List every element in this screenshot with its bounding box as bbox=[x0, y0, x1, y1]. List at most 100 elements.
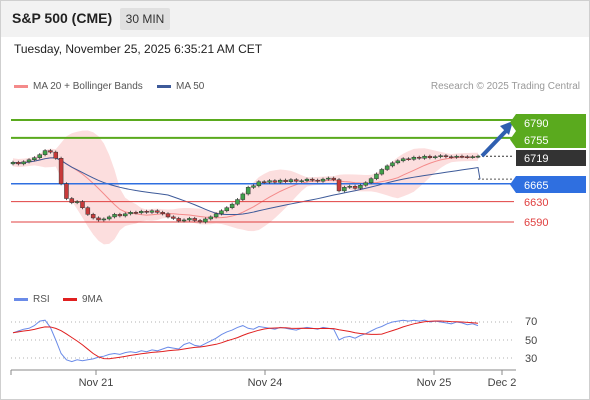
candle bbox=[69, 197, 75, 205]
candle bbox=[74, 200, 80, 205]
candle bbox=[139, 209, 144, 215]
candle-body bbox=[465, 156, 470, 158]
forecast-arrow bbox=[480, 121, 513, 158]
candle bbox=[315, 178, 320, 183]
candle-body bbox=[171, 216, 176, 219]
ma20-swatch bbox=[14, 84, 28, 88]
candle bbox=[96, 216, 101, 222]
candle bbox=[229, 202, 235, 210]
candle-body bbox=[245, 187, 251, 195]
candle-body bbox=[251, 185, 256, 188]
candle-body bbox=[80, 201, 85, 208]
candle-body bbox=[443, 155, 449, 157]
candle bbox=[320, 177, 326, 183]
candle bbox=[459, 154, 465, 159]
candle-body bbox=[53, 151, 59, 159]
candle bbox=[432, 155, 438, 160]
candle-body bbox=[272, 180, 278, 183]
candle-body bbox=[203, 218, 208, 223]
candle-body bbox=[368, 178, 374, 183]
candle bbox=[32, 156, 37, 162]
candle bbox=[165, 212, 171, 219]
candle bbox=[416, 155, 422, 160]
candle-body bbox=[155, 210, 160, 213]
candle bbox=[422, 154, 427, 160]
candle bbox=[465, 155, 470, 159]
candle bbox=[326, 176, 331, 181]
candle-body bbox=[85, 207, 91, 215]
candle-body bbox=[90, 214, 96, 219]
moving-averages bbox=[12, 156, 481, 219]
legend-ma20-label: MA 20 + Bollinger Bands bbox=[33, 81, 143, 92]
candle bbox=[117, 212, 123, 218]
candle bbox=[64, 182, 69, 201]
candle bbox=[261, 180, 267, 184]
candle-body bbox=[133, 212, 139, 214]
x-label-nov25: Nov 25 bbox=[417, 377, 452, 389]
tag-last: 6719 bbox=[516, 150, 586, 166]
candle bbox=[112, 212, 117, 219]
x-axis-labels: Nov 21 Nov 24 Nov 25 Dec 2 bbox=[10, 370, 516, 389]
candle-body bbox=[139, 211, 144, 214]
rsi-tick-70: 70 bbox=[525, 316, 537, 328]
candle-body bbox=[176, 218, 181, 222]
candle-body bbox=[470, 156, 475, 158]
candle-body bbox=[224, 207, 230, 212]
candle-body bbox=[74, 201, 80, 203]
candle-body bbox=[197, 220, 203, 223]
chart-header: S&P 500 (CME) 30 MIN bbox=[1, 1, 589, 37]
candle-body bbox=[379, 169, 385, 175]
ma9-swatch bbox=[63, 297, 77, 301]
rsi-line bbox=[12, 319, 479, 363]
candle-body bbox=[416, 156, 422, 159]
candle-body bbox=[294, 179, 299, 182]
candle bbox=[235, 198, 240, 206]
legend-ma20: MA 20 + Bollinger Bands bbox=[14, 81, 143, 92]
candle-body bbox=[10, 162, 16, 165]
candle-body bbox=[122, 213, 128, 217]
candle-body bbox=[459, 155, 465, 158]
candle bbox=[331, 176, 336, 182]
tag-r1-label: 6755 bbox=[524, 135, 548, 147]
candle bbox=[21, 160, 26, 166]
candle-body bbox=[304, 178, 310, 181]
legend-ma9: 9MA bbox=[63, 294, 103, 305]
tag-pivot: 6665 bbox=[510, 176, 586, 193]
candle bbox=[400, 157, 406, 163]
candle bbox=[160, 210, 165, 216]
candle bbox=[379, 167, 385, 176]
candle-body bbox=[320, 178, 326, 182]
candle bbox=[26, 158, 32, 164]
candle-body bbox=[213, 213, 219, 218]
candle-body bbox=[165, 213, 171, 218]
candle-body bbox=[358, 185, 363, 189]
candle bbox=[294, 178, 299, 183]
candle-body bbox=[384, 165, 390, 170]
legend-ma9-label: 9MA bbox=[82, 294, 103, 305]
candle-body bbox=[144, 211, 149, 213]
candle bbox=[240, 192, 246, 202]
candle bbox=[101, 217, 107, 222]
rsi-swatch bbox=[14, 297, 28, 301]
candle bbox=[449, 155, 454, 159]
candle bbox=[470, 155, 475, 159]
credit: Research © 2025 Trading Central bbox=[430, 81, 580, 92]
candle bbox=[411, 155, 417, 161]
candle bbox=[374, 172, 379, 181]
candle-body bbox=[422, 155, 427, 159]
candle bbox=[53, 150, 59, 160]
candle-body bbox=[400, 158, 406, 162]
legend-ma50-label: MA 50 bbox=[176, 81, 205, 92]
candle bbox=[256, 180, 262, 188]
legend-rsi: RSI bbox=[14, 294, 50, 305]
candle-body bbox=[449, 156, 454, 158]
candle-body bbox=[149, 210, 155, 213]
candle bbox=[197, 218, 203, 224]
candle-body bbox=[390, 162, 395, 167]
candle bbox=[390, 161, 395, 168]
candle-body bbox=[326, 177, 331, 180]
candle-body bbox=[192, 218, 197, 221]
candle bbox=[10, 160, 16, 166]
candle bbox=[106, 215, 112, 221]
interval-button[interactable]: 30 MIN bbox=[120, 8, 170, 30]
